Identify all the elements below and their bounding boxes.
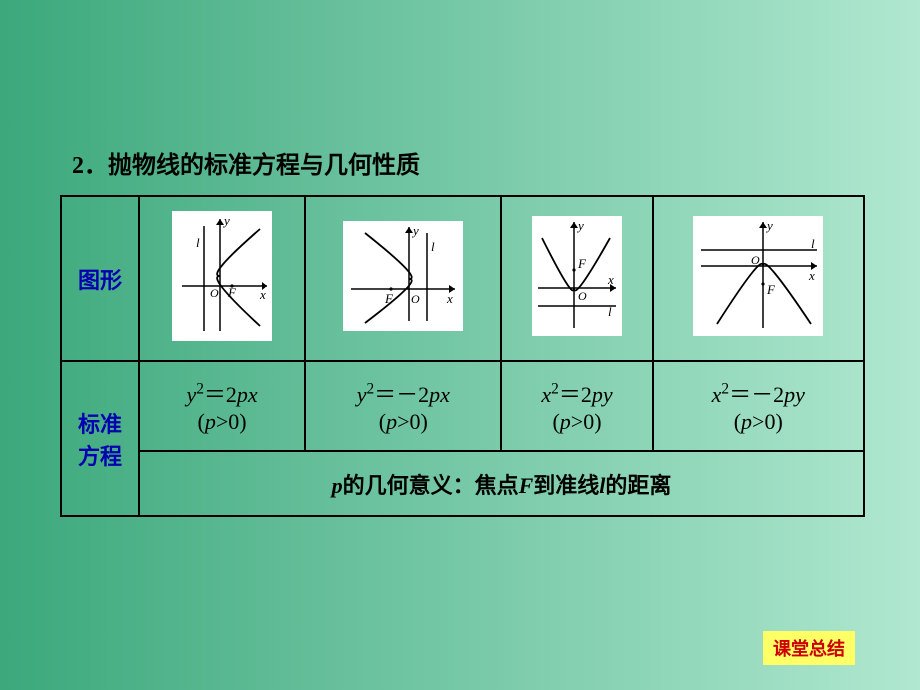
eq-cell-2: x2＝2py(p>0) — [501, 361, 652, 451]
row-meaning: p的几何意义：焦点F到准线l的距离 — [61, 451, 864, 516]
svg-text:l: l — [811, 236, 815, 251]
row-header-shape: 图形 — [61, 196, 139, 361]
row-equations: 标准 方程 y2＝2px(p>0) y2＝－2px(p>0) x2＝2py(p>… — [61, 361, 864, 451]
svg-text:y: y — [411, 223, 419, 238]
equation-line: y2＝2px — [144, 377, 300, 409]
svg-text:O: O — [578, 289, 587, 303]
parabola-fig-0: y x l OF — [172, 211, 272, 341]
meaning-text-2: 到准线 — [533, 473, 599, 498]
p-condition: (p>0) — [310, 409, 496, 435]
svg-text:O: O — [210, 286, 219, 300]
parabola-table: 图形 yxlOF yxlOF yxlOF yxlOF 标准 方程 y2＝2px(… — [60, 195, 865, 517]
equation-line: x2＝－2py — [658, 377, 859, 409]
row-shapes: 图形 yxlOF yxlOF yxlOF yxlOF — [61, 196, 864, 361]
meaning-F: F — [519, 473, 534, 498]
svg-text:O: O — [411, 292, 420, 306]
meaning-cell: p的几何意义：焦点F到准线l的距离 — [139, 451, 864, 516]
eq-cell-3: x2＝－2py(p>0) — [653, 361, 864, 451]
p-condition: (p>0) — [506, 409, 647, 435]
svg-text:F: F — [384, 291, 394, 306]
p-condition: (p>0) — [658, 409, 859, 435]
equation-line: x2＝2py — [506, 377, 647, 409]
svg-text:O: O — [751, 253, 760, 267]
svg-text:x: x — [607, 272, 614, 287]
row-header-equation: 标准 方程 — [61, 361, 139, 516]
parabola-fig-1: y x l O F — [343, 221, 463, 331]
svg-text:x: x — [808, 268, 815, 283]
svg-text:x: x — [259, 287, 266, 302]
svg-text:l: l — [431, 239, 435, 254]
svg-text:y: y — [765, 218, 773, 233]
fig-cell-0: y x l OF — [139, 196, 305, 361]
summary-button[interactable]: 课堂总结 — [763, 631, 855, 665]
svg-text:l: l — [196, 235, 200, 250]
parabola-fig-3: y x l O F — [693, 216, 823, 336]
eq-cell-0: y2＝2px(p>0) — [139, 361, 305, 451]
svg-text:x: x — [446, 291, 453, 306]
svg-text:y: y — [222, 213, 230, 228]
meaning-text-3: 的距离 — [605, 473, 671, 498]
fig-cell-1: y x l O F — [305, 196, 501, 361]
svg-text:F: F — [766, 282, 776, 297]
svg-text:l: l — [608, 304, 612, 319]
svg-text:F: F — [577, 256, 587, 271]
fig-cell-2: y x l O F — [501, 196, 652, 361]
svg-text:y: y — [576, 218, 584, 233]
meaning-p: p — [332, 473, 343, 498]
section-title: 2．抛物线的标准方程与几何性质 — [72, 145, 420, 180]
p-condition: (p>0) — [144, 409, 300, 435]
eq-cell-1: y2＝－2px(p>0) — [305, 361, 501, 451]
meaning-text-1: 的几何意义：焦点 — [343, 473, 519, 498]
svg-text:F: F — [227, 285, 237, 300]
equation-line: y2＝－2px — [310, 377, 496, 409]
fig-cell-3: y x l O F — [653, 196, 864, 361]
parabola-fig-2: y x l O F — [532, 216, 622, 336]
